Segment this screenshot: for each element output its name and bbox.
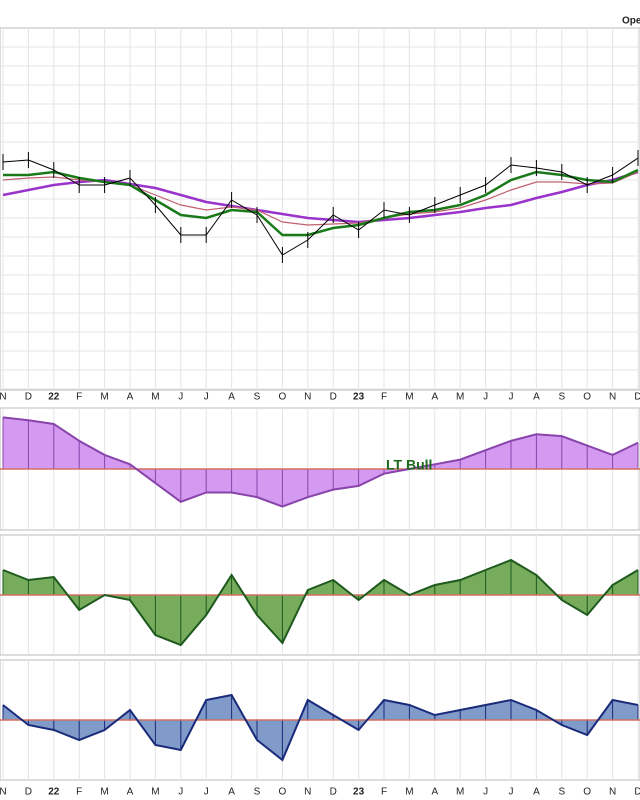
x-tick-label: A bbox=[533, 787, 540, 798]
x-tick-label: D bbox=[25, 392, 32, 403]
x-tick-label: S bbox=[558, 392, 565, 403]
x-tick-label: S bbox=[254, 392, 261, 403]
x-tick-label: J bbox=[204, 787, 209, 798]
x-tick-label: F bbox=[76, 392, 82, 403]
x-tick-label: S bbox=[558, 787, 565, 798]
x-tick-label: N bbox=[304, 392, 311, 403]
x-tick-label: J bbox=[178, 392, 183, 403]
x-tick-label: J bbox=[509, 392, 514, 403]
x-tick-label: M bbox=[100, 787, 108, 798]
x-tick-label: J bbox=[204, 392, 209, 403]
x-tick-label: N bbox=[609, 787, 616, 798]
chart-title: Ope bbox=[622, 16, 640, 27]
x-tick-label: A bbox=[228, 392, 235, 403]
x-tick-label: F bbox=[381, 787, 387, 798]
x-tick-label: M bbox=[100, 392, 108, 403]
x-tick-label: F bbox=[76, 787, 82, 798]
x-tick-label: A bbox=[228, 787, 235, 798]
x-tick-label: M bbox=[405, 392, 413, 403]
area-fill bbox=[3, 695, 638, 760]
x-tick-label: J bbox=[178, 787, 183, 798]
x-tick-label: A bbox=[431, 392, 438, 403]
price-line bbox=[2, 170, 639, 224]
x-tick-label: 22 bbox=[48, 787, 60, 798]
x-tick-label: D bbox=[330, 392, 337, 403]
price-panel bbox=[0, 27, 640, 391]
x-tick-label: A bbox=[127, 787, 134, 798]
price-line bbox=[2, 157, 639, 256]
x-tick-label: M bbox=[405, 787, 413, 798]
x-tick-label: A bbox=[533, 392, 540, 403]
x-tick-label: J bbox=[483, 392, 488, 403]
annotation: LT Bull bbox=[386, 457, 432, 473]
area-fill bbox=[3, 560, 638, 645]
area-fill bbox=[3, 417, 638, 507]
x-tick-label: N bbox=[304, 787, 311, 798]
area-outline bbox=[2, 416, 639, 508]
x-tick-label: S bbox=[254, 787, 261, 798]
x-tick-label: J bbox=[509, 787, 514, 798]
area-outline bbox=[2, 693, 639, 762]
x-tick-label: N bbox=[0, 392, 7, 403]
x-tick-label: N bbox=[609, 392, 616, 403]
x-tick-label: M bbox=[456, 392, 464, 403]
x-tick-label: M bbox=[151, 787, 159, 798]
x-tick-label: 22 bbox=[48, 392, 60, 403]
x-tick-label: 23 bbox=[353, 392, 365, 403]
x-tick-label: A bbox=[431, 787, 438, 798]
x-tick-label: M bbox=[151, 392, 159, 403]
x-tick-label: O bbox=[279, 787, 287, 798]
x-tick-label: D bbox=[25, 787, 32, 798]
x-tick-label: N bbox=[0, 787, 7, 798]
x-tick-label: J bbox=[483, 787, 488, 798]
price-line bbox=[3, 168, 639, 237]
x-tick-label: O bbox=[279, 392, 287, 403]
x-tick-label: D bbox=[634, 787, 640, 798]
x-tick-label: A bbox=[127, 392, 134, 403]
x-tick-label: O bbox=[583, 787, 591, 798]
area-outline bbox=[2, 558, 639, 647]
x-tick-label: 23 bbox=[353, 787, 365, 798]
x-tick-label: F bbox=[381, 392, 387, 403]
x-tick-label: M bbox=[456, 787, 464, 798]
x-tick-label: O bbox=[583, 392, 591, 403]
x-tick-label: D bbox=[330, 787, 337, 798]
x-tick-label: D bbox=[634, 392, 640, 403]
